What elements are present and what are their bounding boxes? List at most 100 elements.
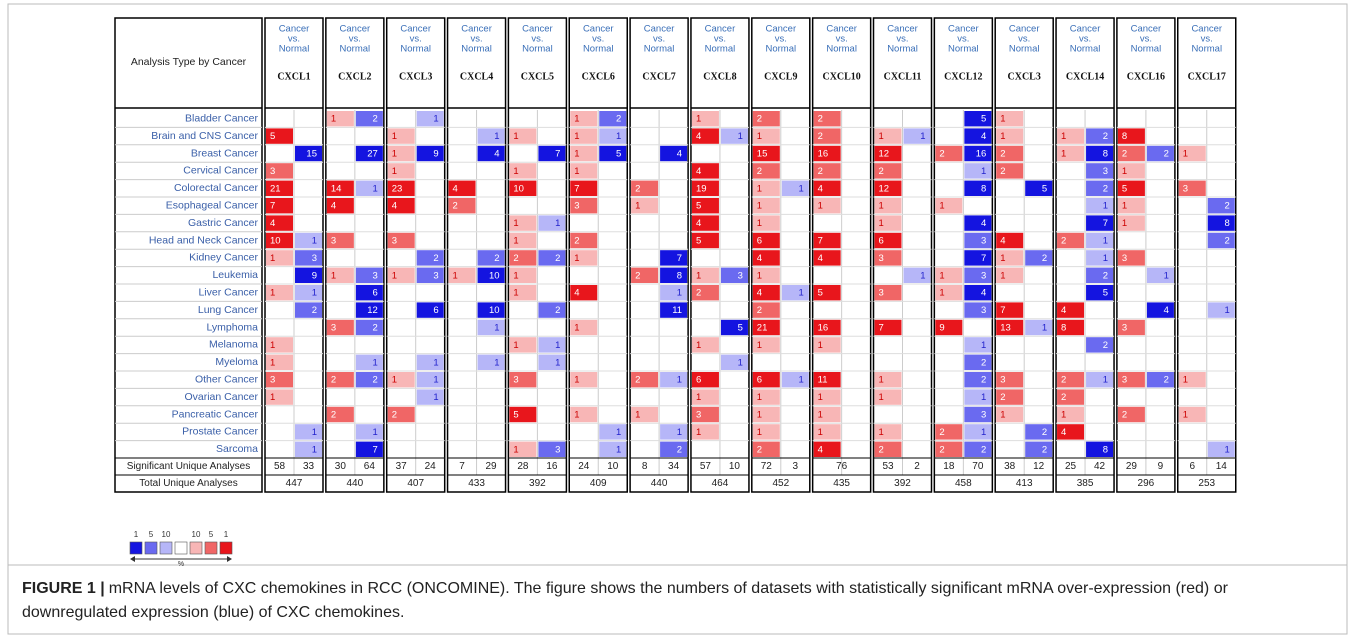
cell-value: 1: [513, 270, 518, 281]
cell: [1146, 145, 1174, 162]
column-header: vs.: [288, 34, 300, 45]
cell-value: 1: [373, 357, 378, 368]
cell: [813, 337, 841, 353]
cell: [691, 424, 719, 440]
cell: [874, 441, 902, 457]
cell-value: 7: [270, 201, 275, 212]
cell-value: 1: [331, 270, 336, 281]
cell: [631, 372, 659, 388]
cell-value: 1: [981, 166, 986, 177]
cell-value: 1: [677, 375, 682, 386]
cell-value: 2: [757, 305, 762, 316]
cell-value: 2: [1103, 270, 1108, 281]
cell: [1146, 372, 1174, 388]
cell: [935, 198, 963, 214]
cell-value: 2: [635, 375, 640, 386]
cell-value: 16: [818, 149, 829, 160]
cell-value: 10: [489, 270, 500, 281]
cell: [752, 215, 780, 231]
cell: [691, 267, 719, 283]
row-label: Sarcoma: [216, 443, 258, 455]
cell: [1057, 424, 1085, 440]
gene-name: CXCL16: [1127, 71, 1165, 82]
significant-count: 9: [1158, 461, 1164, 472]
cell-value: 1: [574, 375, 579, 386]
cell: [509, 215, 537, 231]
cell-value: 2: [757, 444, 762, 455]
cell-value: 2: [453, 201, 458, 212]
cell-value: 1: [757, 427, 762, 438]
cell: [387, 406, 415, 423]
cell-value: 1: [1061, 410, 1066, 421]
cell: [1146, 267, 1174, 283]
cell-value: 12: [879, 149, 890, 160]
cell: [1086, 163, 1114, 179]
cell: [1057, 302, 1085, 318]
column-header: Normal: [1131, 44, 1162, 55]
cell-value: 2: [981, 375, 986, 386]
cell: [326, 198, 354, 214]
cell-value: 2: [373, 375, 378, 386]
cell: [996, 232, 1024, 249]
cell: [935, 267, 963, 283]
column-header: Cancer: [279, 24, 310, 35]
cell-value: 12: [879, 183, 890, 194]
cell-value: 1: [616, 444, 621, 455]
cell-value: 1: [574, 410, 579, 421]
cell-value: 2: [1164, 375, 1169, 386]
cell-value: 5: [1103, 288, 1108, 299]
cell: [964, 180, 992, 196]
cell: [813, 424, 841, 440]
significant-count: 3: [793, 461, 799, 472]
cell: [996, 145, 1024, 162]
cell-value: 5: [513, 410, 518, 421]
cell-value: 1: [879, 201, 884, 212]
column-header: vs.: [592, 34, 604, 45]
cell: [691, 372, 719, 388]
cell: [599, 424, 627, 440]
cell: [266, 285, 293, 301]
cell-value: 2: [1000, 166, 1005, 177]
cell-value: 3: [1122, 323, 1127, 334]
cell-value: 2: [373, 323, 378, 334]
cell-value: 1: [513, 288, 518, 299]
row-label: Lung Cancer: [198, 304, 259, 316]
cell-value: 8: [981, 183, 986, 194]
cell: [599, 111, 627, 127]
cell-value: 2: [939, 427, 944, 438]
frame: [7, 3, 1348, 635]
cell: [599, 441, 627, 457]
cell-value: 1: [1000, 270, 1005, 281]
cell-value: 1: [1000, 410, 1005, 421]
cell: [416, 372, 444, 388]
cell-value: 2: [879, 444, 884, 455]
cell: [509, 267, 537, 283]
cell: [1117, 128, 1145, 144]
cell: [813, 198, 841, 214]
cell-value: 2: [312, 305, 317, 316]
cell-value: 4: [818, 253, 823, 264]
cell-value: 5: [616, 149, 621, 160]
cell-value: 8: [1224, 218, 1229, 229]
cell: [387, 232, 415, 249]
significant-count: 18: [943, 461, 955, 472]
cell-value: 1: [312, 444, 317, 455]
cell-value: 3: [270, 375, 275, 386]
cell-value: 1: [270, 253, 275, 264]
cell-value: 1: [920, 270, 925, 281]
significant-count: 70: [972, 461, 984, 472]
column-header: vs.: [836, 34, 848, 45]
cell-value: 2: [1042, 444, 1047, 455]
summary-label: Significant Unique Analyses: [127, 461, 250, 472]
row-label: Bladder Cancer: [185, 112, 258, 124]
cell-value: 1: [373, 183, 378, 194]
cell-value: 13: [1000, 323, 1011, 334]
cell: [1117, 215, 1145, 231]
cell: [570, 163, 598, 179]
legend-label: 5: [149, 530, 154, 539]
cell: [1117, 163, 1145, 179]
cell: [752, 180, 780, 196]
cell-value: 2: [1224, 201, 1229, 212]
cell: [355, 302, 383, 318]
legend-label: 1: [224, 530, 229, 539]
